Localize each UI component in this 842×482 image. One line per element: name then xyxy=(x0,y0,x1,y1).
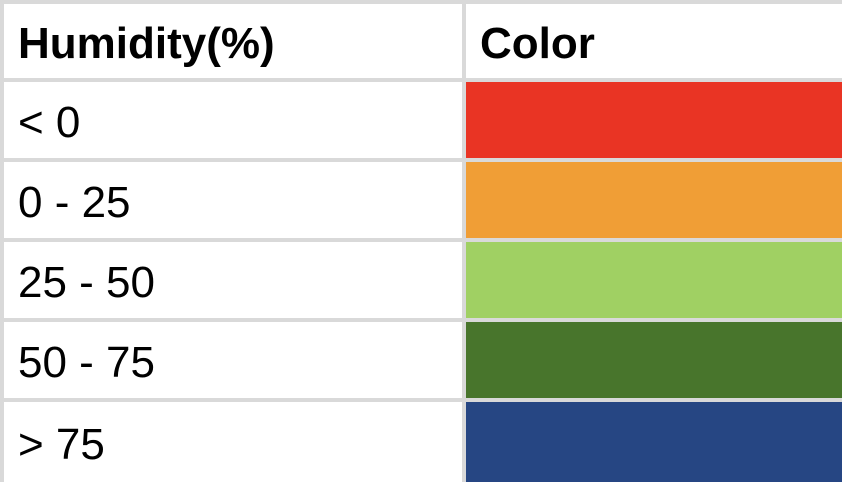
range-cell-1: 0 - 25 xyxy=(0,162,466,242)
color-swatch-1 xyxy=(466,162,842,242)
range-cell-2: 25 - 50 xyxy=(0,242,466,322)
header-color: Color xyxy=(466,0,842,82)
color-swatch-0 xyxy=(466,82,842,162)
range-cell-3: 50 - 75 xyxy=(0,322,466,402)
color-swatch-3 xyxy=(466,322,842,402)
header-humidity: Humidity(%) xyxy=(0,0,466,82)
range-cell-4: > 75 xyxy=(0,402,466,482)
color-swatch-4 xyxy=(466,402,842,482)
range-cell-0: < 0 xyxy=(0,82,466,162)
color-swatch-2 xyxy=(466,242,842,322)
